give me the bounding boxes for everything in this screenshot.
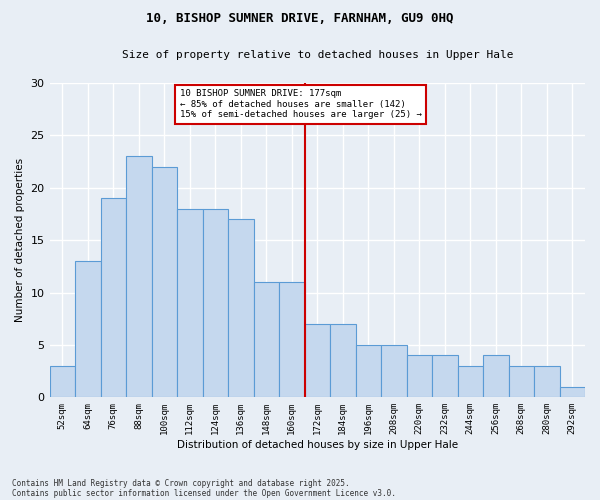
Bar [75,261,101,398]
Bar [203,208,228,398]
Bar [407,356,432,398]
Bar [458,366,483,398]
X-axis label: Distribution of detached houses by size in Upper Hale: Distribution of detached houses by size … [177,440,458,450]
Text: Contains public sector information licensed under the Open Government Licence v3: Contains public sector information licen… [12,488,396,498]
Bar [50,366,75,398]
Bar [177,208,203,398]
Y-axis label: Number of detached properties: Number of detached properties [15,158,25,322]
Bar [152,167,177,398]
Bar [534,366,560,398]
Bar [381,345,407,398]
Title: Size of property relative to detached houses in Upper Hale: Size of property relative to detached ho… [122,50,513,60]
Bar [330,324,356,398]
Bar [228,219,254,398]
Text: 10, BISHOP SUMNER DRIVE, FARNHAM, GU9 0HQ: 10, BISHOP SUMNER DRIVE, FARNHAM, GU9 0H… [146,12,454,26]
Bar [254,282,279,398]
Bar [101,198,126,398]
Bar [126,156,152,398]
Bar [432,356,458,398]
Bar [509,366,534,398]
Bar [560,387,585,398]
Bar [483,356,509,398]
Bar [305,324,330,398]
Bar [356,345,381,398]
Text: Contains HM Land Registry data © Crown copyright and database right 2025.: Contains HM Land Registry data © Crown c… [12,478,350,488]
Bar [279,282,305,398]
Text: 10 BISHOP SUMNER DRIVE: 177sqm
← 85% of detached houses are smaller (142)
15% of: 10 BISHOP SUMNER DRIVE: 177sqm ← 85% of … [179,90,421,119]
